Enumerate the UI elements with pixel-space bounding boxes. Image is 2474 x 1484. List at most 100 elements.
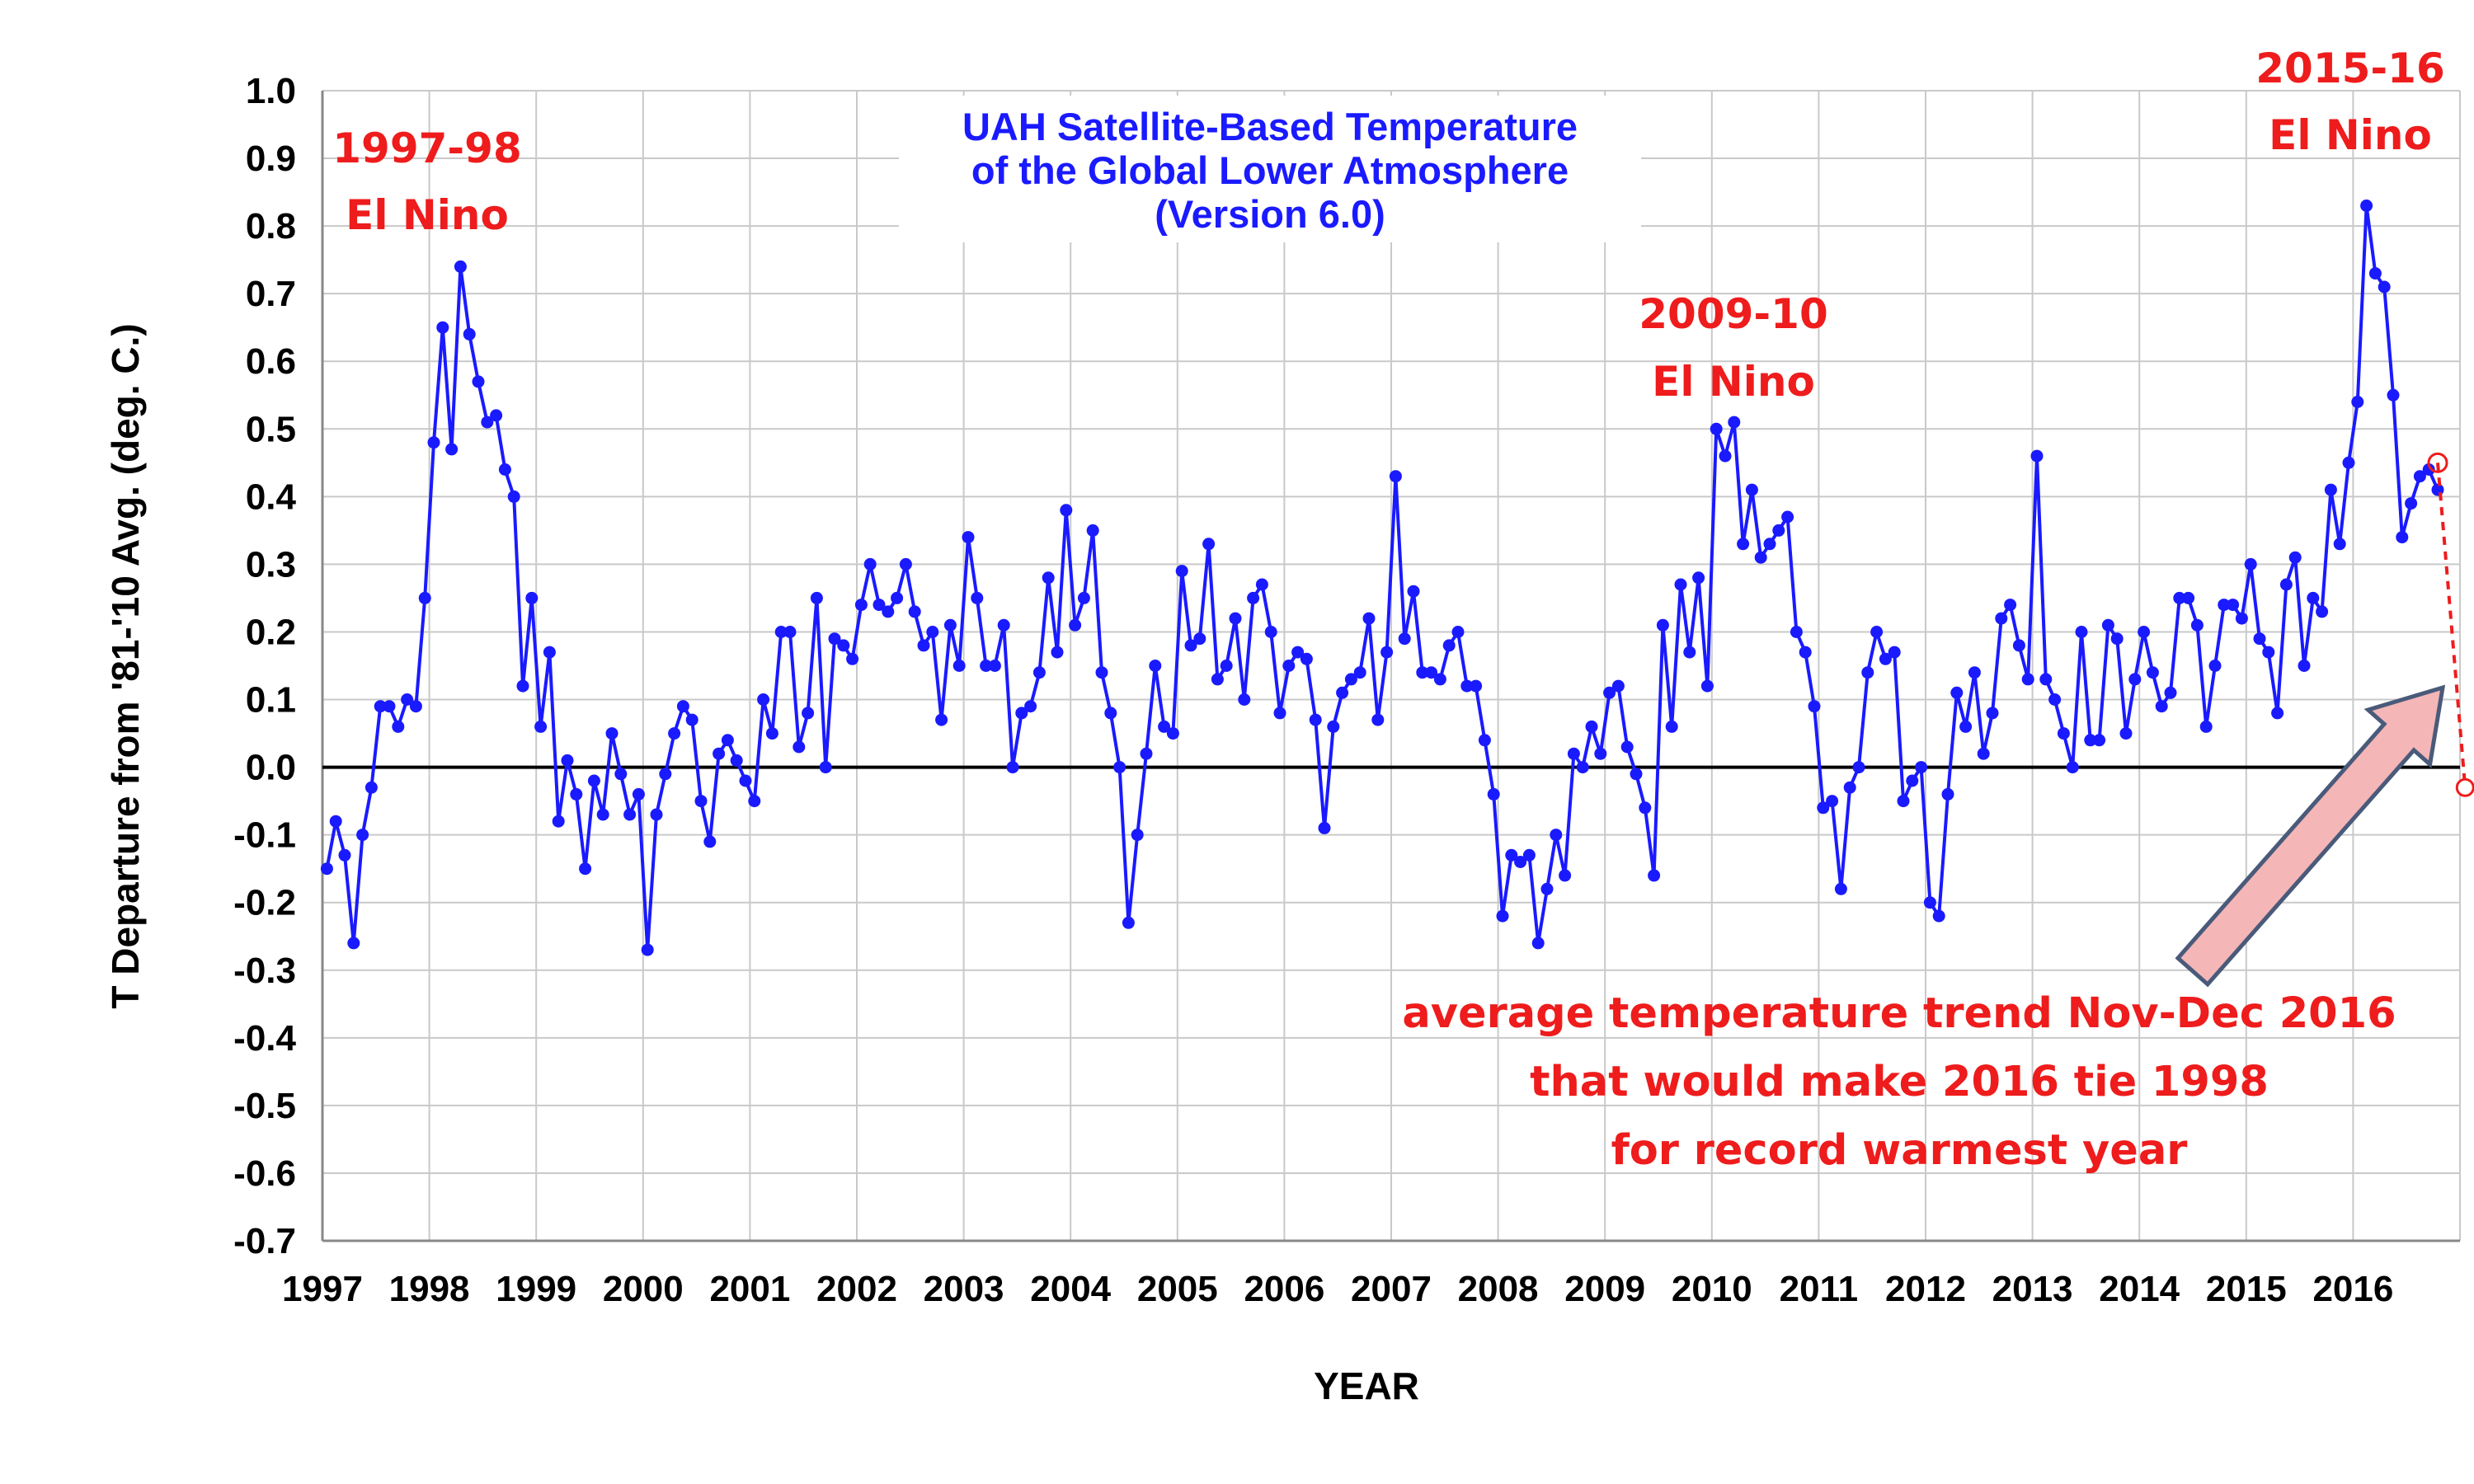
y-tick-labels: 1.0 0.9 0.8 0.7 0.6 0.5 0.4 0.3 0.2 0.1 0.0 -0.1 -0.… <box>233 71 296 1261</box>
series-point <box>810 591 823 604</box>
series-point <box>1817 801 1830 815</box>
series-point <box>1870 626 1884 638</box>
series-point <box>1700 679 1714 693</box>
y-tick-label: 0.7 <box>246 274 296 314</box>
y-tick-label: 0.0 <box>246 748 296 788</box>
series-point <box>757 693 770 706</box>
last-point-marker <box>2427 452 2448 473</box>
x-axis-label: YEAR <box>1314 1364 1419 1407</box>
series-point <box>1728 416 1741 429</box>
series-point <box>1318 821 1331 834</box>
series-point <box>338 848 351 862</box>
series-point <box>472 375 485 388</box>
series-point <box>2182 591 2195 604</box>
series-point <box>1442 639 1456 652</box>
series-point <box>1104 707 1117 720</box>
series-point <box>2360 200 2373 212</box>
y-tick-label: 0.4 <box>246 477 297 517</box>
series-point <box>980 660 993 672</box>
series-point <box>1683 646 1696 659</box>
x-tick-label: 1998 <box>389 1269 470 1309</box>
series-point <box>463 327 476 340</box>
series-point <box>1353 666 1366 679</box>
annotation-1997-98-years: 1997-98 <box>332 124 522 172</box>
series-point <box>1024 700 1037 713</box>
annotation-2009-10-label: El Nino <box>1652 358 1815 406</box>
series-point <box>1808 700 1821 713</box>
series-point <box>2227 599 2240 612</box>
series-point <box>1745 483 1758 496</box>
series-point <box>2012 639 2025 652</box>
series-point <box>1086 524 1099 537</box>
series-point <box>694 795 708 808</box>
series-point <box>713 747 726 760</box>
series-point <box>561 754 574 767</box>
y-tick-label: 1.0 <box>246 71 296 111</box>
series-point <box>1986 707 1999 720</box>
series-point <box>490 409 503 422</box>
series-point <box>374 700 387 713</box>
series-point <box>1140 747 1153 760</box>
annotations: 1997-98 El Nino 2009-10 El Nino 2015-16 … <box>332 45 2445 406</box>
series-point <box>1247 591 1260 604</box>
series-point <box>498 463 511 476</box>
projection-dashed-line <box>2436 463 2467 788</box>
x-tick-label: 2015 <box>2206 1269 2287 1309</box>
trend-note-line: average temperature trend Nov-Dec 2016 <box>1402 989 2396 1038</box>
series-point <box>1639 801 1652 815</box>
series-point <box>828 632 841 646</box>
y-tick-label: 0.1 <box>246 680 296 721</box>
series-point <box>2173 591 2186 604</box>
series-point <box>891 591 904 604</box>
series-point <box>676 700 689 713</box>
series-point <box>2431 483 2444 496</box>
chart-title-line: UAH Satellite-Based Temperature <box>962 105 1578 148</box>
annotation-2015-16-label: El Nino <box>2269 111 2432 159</box>
series-point <box>1923 896 1936 909</box>
series-point <box>935 713 948 726</box>
series-point <box>392 720 405 733</box>
series-point <box>347 937 360 950</box>
trend-arrow <box>2175 684 2446 988</box>
series-point <box>1149 660 1162 672</box>
series-point <box>774 626 788 638</box>
series-point <box>1229 612 1242 625</box>
y-tick-label: -0.3 <box>233 951 296 991</box>
trend-note-line: for record warmest year <box>1611 1126 2188 1175</box>
series-point <box>2199 720 2213 733</box>
y-tick-label: 0.6 <box>246 341 296 382</box>
x-tick-label: 1999 <box>496 1269 576 1309</box>
y-tick-label: 0.3 <box>246 544 296 585</box>
annotation-2015-16-years: 2015-16 <box>2255 45 2445 92</box>
series-point <box>2342 456 2355 469</box>
series-point <box>1710 422 1723 435</box>
series-point <box>1398 632 1411 646</box>
x-tick-label: 1997 <box>282 1269 363 1309</box>
x-tick-label: 2004 <box>1030 1269 1111 1309</box>
series-point <box>579 862 592 876</box>
series-point <box>2164 686 2177 699</box>
series-point <box>516 679 529 693</box>
series-point <box>926 626 939 638</box>
series-point <box>2119 727 2133 740</box>
series-point <box>1995 612 2008 625</box>
y-tick-label: -0.7 <box>233 1221 296 1261</box>
series-point <box>2101 618 2114 632</box>
series-point <box>1327 720 1340 733</box>
series-point <box>2084 734 2097 747</box>
series-point <box>632 787 645 801</box>
series-points <box>320 200 2444 956</box>
x-tick-label: 2007 <box>1351 1269 1432 1309</box>
series-point <box>1977 747 1990 760</box>
x-tick-label: 2002 <box>816 1269 897 1309</box>
series-point <box>1737 538 1750 551</box>
series-point <box>2030 449 2044 463</box>
x-tick-label: 2006 <box>1244 1269 1324 1309</box>
series-point <box>1425 666 1438 679</box>
series-point <box>1264 626 1277 638</box>
y-tick-label: -0.6 <box>233 1153 296 1194</box>
series-point <box>1032 666 1046 679</box>
axes <box>321 91 2460 1242</box>
series-point <box>1113 761 1126 774</box>
series-point <box>2146 666 2159 679</box>
